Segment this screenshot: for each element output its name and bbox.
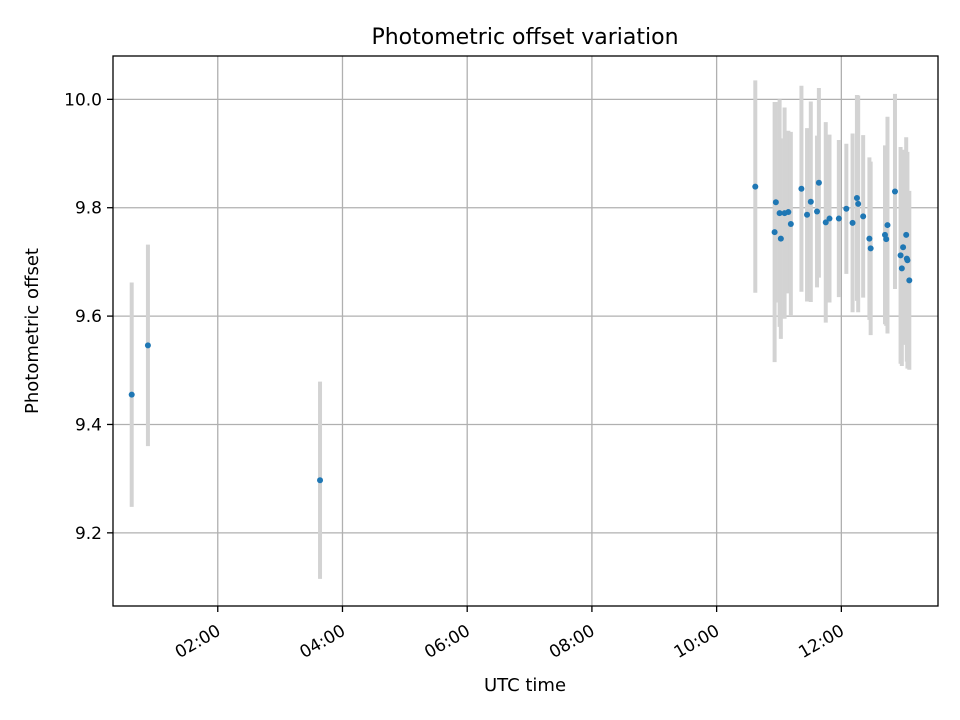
chart-title: Photometric offset variation xyxy=(371,25,678,50)
data-point xyxy=(128,391,135,398)
y-tick-label: 9.6 xyxy=(75,307,102,327)
data-point xyxy=(855,200,862,207)
y-axis-label: Photometric offset xyxy=(22,248,43,414)
error-bars xyxy=(129,80,912,579)
data-point xyxy=(144,342,151,349)
data-point xyxy=(798,185,805,192)
y-tick-label: 9.8 xyxy=(75,199,102,219)
y-tick-label: 10.0 xyxy=(64,90,102,110)
data-point xyxy=(752,183,759,190)
x-tick-label: 12:00 xyxy=(795,621,847,663)
data-point xyxy=(777,235,784,242)
grid xyxy=(113,56,938,606)
data-point xyxy=(906,277,913,284)
data-point xyxy=(900,244,907,251)
data-point xyxy=(804,211,811,218)
x-tick-label: 10:00 xyxy=(671,621,723,663)
data-point xyxy=(807,198,814,205)
x-axis-label: UTC time xyxy=(484,675,566,696)
data-point xyxy=(867,245,874,252)
data-point xyxy=(853,194,860,201)
data-point xyxy=(814,208,821,215)
data-point xyxy=(785,209,792,216)
data-point xyxy=(776,210,783,217)
data-points xyxy=(128,179,913,484)
data-point xyxy=(835,215,842,222)
data-point xyxy=(787,220,794,227)
data-point xyxy=(866,235,873,242)
data-point xyxy=(897,252,904,259)
x-tick-label: 06:00 xyxy=(421,621,473,663)
plot-frame xyxy=(112,55,939,607)
y-axis-ticks: 9.2 9.4 9.6 9.8 10.0 xyxy=(64,90,113,544)
y-tick-label: 9.2 xyxy=(75,524,102,544)
data-point xyxy=(903,231,910,238)
data-point xyxy=(826,215,833,222)
x-tick-label: 08:00 xyxy=(546,621,598,663)
x-axis-ticks: 02:00 04:00 06:00 08:00 10:00 12:00 xyxy=(172,606,848,663)
data-point xyxy=(904,257,911,264)
data-point xyxy=(860,213,867,220)
data-point xyxy=(317,477,324,484)
data-point xyxy=(822,219,829,226)
x-tick-label: 04:00 xyxy=(297,621,349,663)
y-tick-label: 9.4 xyxy=(75,415,102,435)
data-point xyxy=(843,205,850,212)
data-point xyxy=(891,188,898,195)
data-point xyxy=(849,219,856,226)
data-point xyxy=(898,265,905,272)
x-tick-label: 02:00 xyxy=(172,621,224,663)
data-point xyxy=(772,199,779,206)
data-point xyxy=(815,179,822,186)
data-point xyxy=(771,229,778,236)
data-point xyxy=(883,236,890,243)
data-point xyxy=(884,222,891,229)
